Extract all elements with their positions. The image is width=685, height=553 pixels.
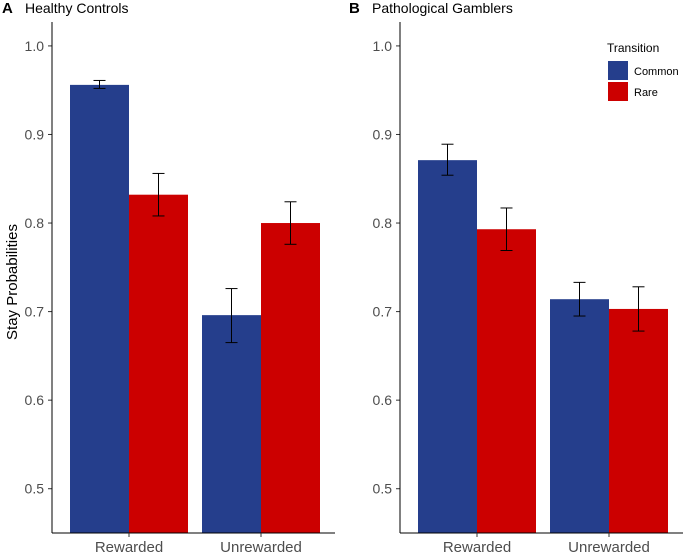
x-category-label: Rewarded [443,539,511,553]
panel-letter-b: B [349,0,360,17]
y-tick-label: 0.9 [373,126,393,142]
legend-title: Transition [607,41,659,55]
y-tick-label: 1.0 [25,38,45,54]
y-tick-label: 0.7 [25,304,45,320]
x-category-label: Unrewarded [220,539,302,553]
y-tick-label: 0.9 [25,126,45,142]
error-bars-b [441,143,645,332]
bar-common-rewarded [418,160,477,533]
bar-rare-unrewarded [609,308,668,533]
category-labels-b: Rewarded Unrewarded [443,533,650,553]
category-labels-a: Rewarded Unrewarded [95,533,302,553]
panel-title-a: Healthy Controls [25,0,129,16]
bar-common-unrewarded [550,299,609,533]
panel-title-b: Pathological Gamblers [372,0,513,16]
y-tick-label: 0.5 [25,481,45,497]
y-tick-label: 0.5 [373,481,393,497]
y-tick-label: 0.6 [25,392,45,408]
y-tick-label: 0.7 [373,304,393,320]
legend-label-rare: Rare [634,87,658,99]
bar-common-rewarded [70,84,129,533]
y-axis-title: Stay Probabilities [4,224,21,340]
panel-letter-a: A [2,0,13,17]
legend-swatch-rare [608,82,628,101]
error-bars-a [93,79,297,344]
axes-b [399,22,683,534]
bar-rare-unrewarded [261,223,320,533]
panel-b: B Pathological Gamblers 0.5 0.6 0.7 0.8 0.9 1… [349,0,683,553]
bar-rare-rewarded [477,229,536,534]
y-ticks-a: 0.5 0.6 0.7 0.8 0.9 1.0 [25,38,52,497]
y-tick-label: 0.8 [25,215,45,231]
bars-b [418,160,668,534]
x-category-label: Unrewarded [568,539,650,553]
bars-a [70,84,320,533]
bar-common-unrewarded [202,315,261,533]
y-tick-label: 0.8 [373,215,393,231]
panel-a: A Healthy Controls 0.5 0.6 0.7 0.8 0.9 1.0 Re… [2,0,335,553]
y-tick-label: 1.0 [373,38,393,54]
legend-label-common: Common [634,66,679,78]
legend-swatch-common [608,61,628,80]
x-category-label: Rewarded [95,539,163,553]
y-tick-label: 0.6 [373,392,393,408]
y-ticks-b: 0.5 0.6 0.7 0.8 0.9 1.0 [373,38,400,497]
legend: Transition Common Rare [607,41,679,101]
bar-rare-rewarded [129,194,188,533]
axes-a [51,22,335,534]
